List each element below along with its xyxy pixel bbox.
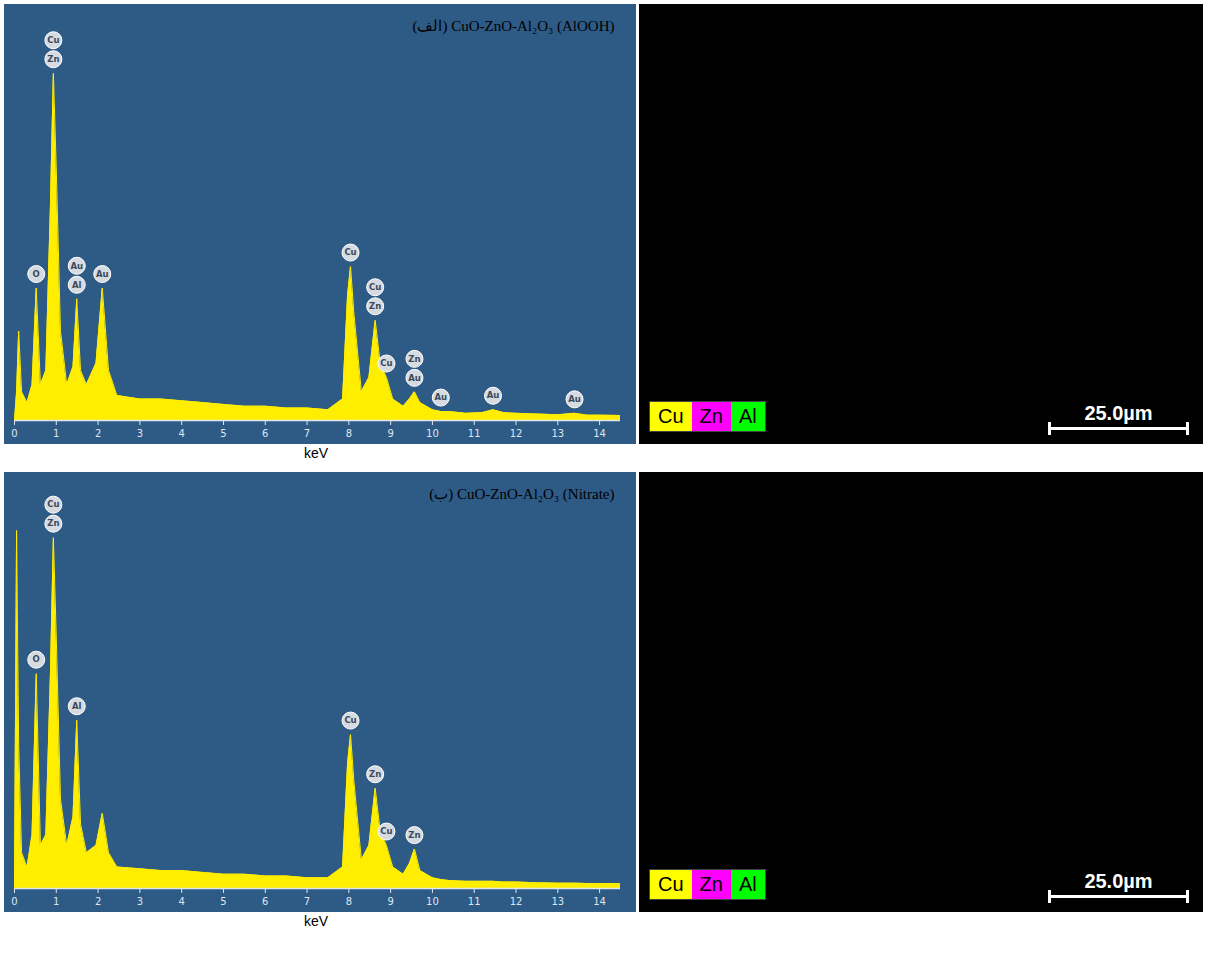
svg-text:Au: Au — [96, 269, 109, 279]
svg-text:13: 13 — [551, 896, 564, 907]
html-text:keV: keV — [304, 913, 329, 929]
svg-text:Cu: Cu — [380, 358, 392, 368]
svg-text:Al: Al — [72, 701, 82, 711]
svg-text:Cu: Cu — [369, 282, 381, 292]
svg-text:7: 7 — [304, 428, 310, 439]
svg-text:1: 1 — [53, 428, 59, 439]
html-text:25.0µm: 25.0µm — [1084, 870, 1153, 892]
svg-text:Cu: Cu — [47, 35, 59, 45]
svg-text:2: 2 — [95, 428, 101, 439]
svg-text:1: 1 — [53, 896, 59, 907]
html-text:25.0µm: 25.0µm — [1084, 402, 1153, 424]
svg-text:8: 8 — [346, 428, 352, 439]
svg-text:4: 4 — [178, 428, 184, 439]
svg-text:0: 0 — [11, 896, 17, 907]
svg-text:6: 6 — [262, 896, 268, 907]
svg-text:5: 5 — [220, 428, 226, 439]
svg-text:5: 5 — [220, 896, 226, 907]
svg-text:Cu: Cu — [47, 499, 59, 509]
svg-text:11: 11 — [468, 896, 481, 907]
html-text:keV: keV — [304, 445, 329, 461]
svg-text:O: O — [33, 654, 40, 664]
svg-text:Zn: Zn — [369, 301, 381, 311]
svg-text:14: 14 — [593, 428, 606, 439]
svg-text:9: 9 — [387, 896, 393, 907]
svg-text:3: 3 — [137, 896, 143, 907]
svg-text:Zn: Zn — [47, 518, 59, 528]
svg-text:Cu: Cu — [344, 247, 356, 257]
svg-text:Au: Au — [487, 390, 500, 400]
html-text:Cu: Cu — [658, 405, 684, 427]
svg-text:3: 3 — [137, 428, 143, 439]
svg-text:11: 11 — [468, 428, 481, 439]
html-text:Zn: Zn — [699, 873, 723, 895]
html-text:Al: Al — [738, 873, 757, 895]
svg-text:Zn: Zn — [408, 830, 420, 840]
svg-text:12: 12 — [510, 896, 523, 907]
svg-text:10: 10 — [426, 896, 439, 907]
svg-text:0: 0 — [11, 428, 17, 439]
svg-text:Au: Au — [408, 373, 421, 383]
svg-text:Cu: Cu — [380, 826, 392, 836]
svg-text:Zn: Zn — [369, 769, 381, 779]
svg-text:12: 12 — [510, 428, 523, 439]
svg-text:Au: Au — [434, 392, 447, 402]
svg-text:Zn: Zn — [47, 54, 59, 64]
html-text:Zn: Zn — [699, 405, 723, 427]
svg-text:Au: Au — [70, 261, 83, 271]
svg-text:13: 13 — [551, 428, 564, 439]
svg-text:(الف) CuO-ZnO-Al₂O₃ (AlOOH): (الف) CuO-ZnO-Al₂O₃ (AlOOH) — [412, 18, 614, 35]
svg-text:(ب) CuO-ZnO-Al₂O₃ (Nitrate): (ب) CuO-ZnO-Al₂O₃ (Nitrate) — [429, 486, 614, 503]
svg-text:8: 8 — [346, 896, 352, 907]
svg-text:2: 2 — [95, 896, 101, 907]
svg-text:9: 9 — [387, 428, 393, 439]
svg-text:7: 7 — [304, 896, 310, 907]
svg-text:Cu: Cu — [344, 715, 356, 725]
svg-text:4: 4 — [178, 896, 184, 907]
svg-text:Al: Al — [72, 280, 82, 290]
html-text:Al: Al — [738, 405, 757, 427]
html-text:Cu: Cu — [658, 873, 684, 895]
svg-text:10: 10 — [426, 428, 439, 439]
svg-text:Zn: Zn — [408, 354, 420, 364]
svg-text:Au: Au — [568, 394, 581, 404]
svg-text:14: 14 — [593, 896, 606, 907]
svg-text:6: 6 — [262, 428, 268, 439]
svg-text:O: O — [33, 269, 40, 279]
